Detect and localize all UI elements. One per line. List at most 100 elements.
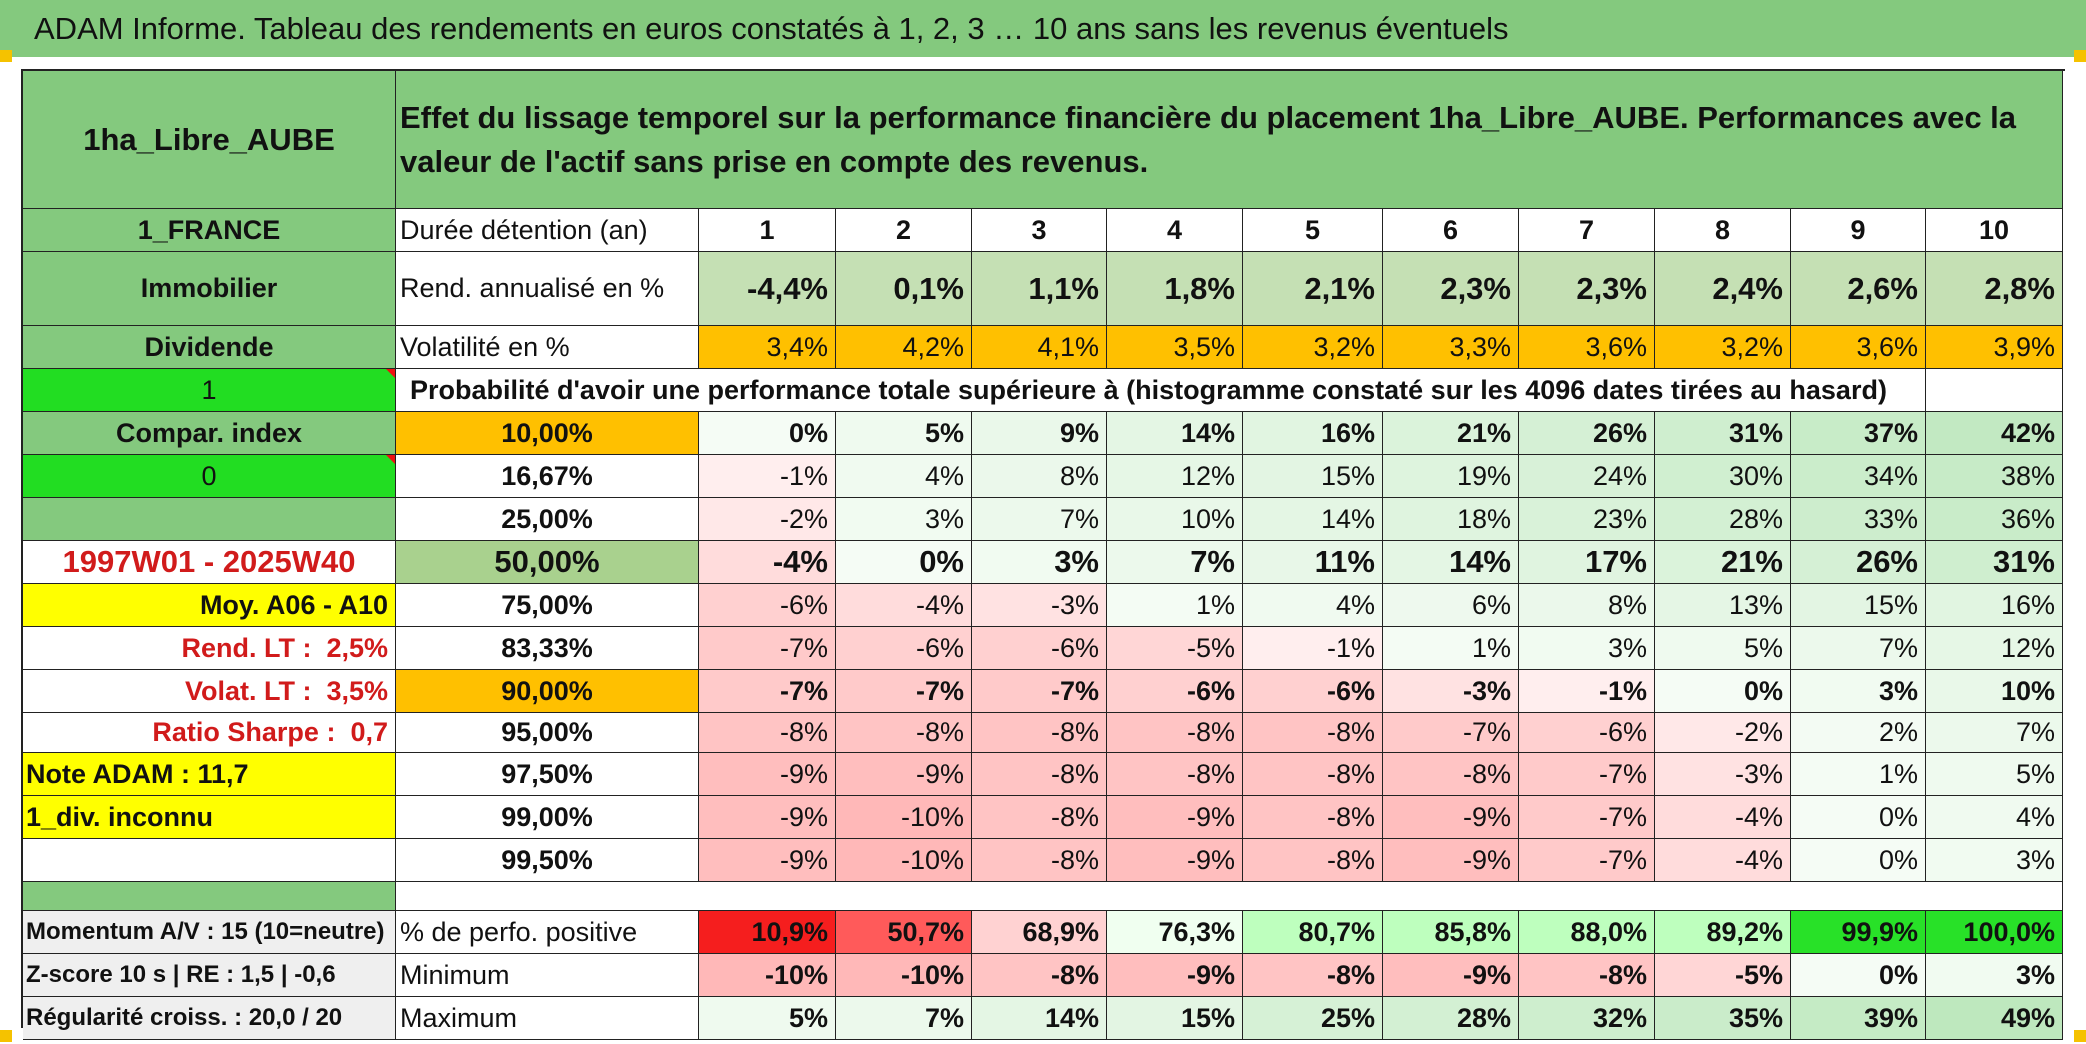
quantile-cell: 21% <box>1383 412 1519 455</box>
positive-cell: 10,9% <box>699 911 836 954</box>
quantile-label: 83,33% <box>396 627 699 670</box>
quantile-cell: -10% <box>836 796 972 839</box>
quantile-cell: 37% <box>1791 412 1926 455</box>
header-description: Effet du lissage temporel sur la perform… <box>396 71 2063 209</box>
minimum-cell: -5% <box>1655 954 1791 997</box>
minimum-cell: 0% <box>1791 954 1926 997</box>
quantile-cell: 42% <box>1926 412 2063 455</box>
quantile-cell: 31% <box>1926 541 2063 584</box>
quantile-cell: 13% <box>1655 584 1791 627</box>
quantile-cell: -1% <box>699 455 836 498</box>
volat-lt-value: 3,5% <box>326 675 388 706</box>
positive-cell: 68,9% <box>972 911 1107 954</box>
quantile-cell: 1% <box>1791 753 1926 796</box>
vol-cell: 4,1% <box>972 326 1107 369</box>
positive-cell: 85,8% <box>1383 911 1519 954</box>
rend-cell: 2,1% <box>1243 252 1383 326</box>
flag-zero: 0 <box>23 455 396 498</box>
quantile-cell: -10% <box>836 839 972 882</box>
vol-cell: 3,9% <box>1926 326 2063 369</box>
rend-lt-value: 2,5% <box>326 632 388 663</box>
minimum-cell: -9% <box>1383 954 1519 997</box>
positive-cell: 100,0% <box>1926 911 2063 954</box>
minimum-cell: -10% <box>699 954 836 997</box>
minimum-cell: 3% <box>1926 954 2063 997</box>
rend-label: Rend. annualisé en % <box>396 252 699 326</box>
quantile-cell: 1% <box>1383 627 1519 670</box>
rend-lt-label: Rend. LT : <box>181 632 312 663</box>
quantile-cell: 3% <box>1791 670 1926 713</box>
maximum-cell: 5% <box>699 997 836 1040</box>
quantile-cell: 3% <box>1519 627 1655 670</box>
quantile-label: 90,00% <box>396 670 699 713</box>
positive-cell: 88,0% <box>1519 911 1655 954</box>
rend-cell: 2,6% <box>1791 252 1926 326</box>
sharpe: Ratio Sharpe : 0,7 <box>23 713 396 753</box>
quantile-cell: -7% <box>1383 713 1519 753</box>
positive-label: % de perfo. positive <box>396 911 699 954</box>
quantile-cell: -9% <box>699 796 836 839</box>
vol-label: Volatilité en % <box>396 326 699 369</box>
vol-cell: 3,6% <box>1519 326 1655 369</box>
quantile-cell: -2% <box>1655 713 1791 753</box>
vol-cell: 3,6% <box>1791 326 1926 369</box>
rend-cell: 1,8% <box>1107 252 1243 326</box>
quantile-cell: -9% <box>836 753 972 796</box>
year-header: 5 <box>1243 209 1383 252</box>
quantile-cell: 4% <box>836 455 972 498</box>
quantile-label: 75,00% <box>396 584 699 627</box>
quantile-cell: 5% <box>1655 627 1791 670</box>
quantile-cell: -7% <box>699 670 836 713</box>
moy-label: Moy. A06 - A10 <box>23 584 396 627</box>
quantile-cell: 0% <box>699 412 836 455</box>
quantile-cell: -8% <box>1107 713 1243 753</box>
quantile-cell: 16% <box>1243 412 1383 455</box>
quantile-cell: -8% <box>1107 753 1243 796</box>
year-header: 9 <box>1791 209 1926 252</box>
quantile-cell: -7% <box>1519 839 1655 882</box>
quantile-cell: -8% <box>1243 713 1383 753</box>
quantile-cell: -4% <box>1655 839 1791 882</box>
quantile-cell: 3% <box>836 498 972 541</box>
quantile-cell: 15% <box>1243 455 1383 498</box>
note-adam: Note ADAM : 11,7 <box>23 753 396 796</box>
quantile-label: 99,00% <box>396 796 699 839</box>
maximum-cell: 15% <box>1107 997 1243 1040</box>
maximum-cell: 49% <box>1926 997 2063 1040</box>
quantile-cell: 28% <box>1655 498 1791 541</box>
quantile-cell: -6% <box>1243 670 1383 713</box>
quantile-cell: 5% <box>1926 753 2063 796</box>
quantile-cell: 8% <box>1519 584 1655 627</box>
quantile-label: 97,50% <box>396 753 699 796</box>
corner-marker <box>0 50 12 62</box>
quantile-cell: -4% <box>836 584 972 627</box>
vol-cell: 3,2% <box>1655 326 1791 369</box>
quantile-cell: 0% <box>836 541 972 584</box>
quantile-cell: -8% <box>972 713 1107 753</box>
year-header: 8 <box>1655 209 1791 252</box>
maximum-cell: 7% <box>836 997 972 1040</box>
quantile-label: 10,00% <box>396 412 699 455</box>
quantile-cell: 17% <box>1519 541 1655 584</box>
quantile-cell: -9% <box>1383 839 1519 882</box>
year-header: 4 <box>1107 209 1243 252</box>
sharpe-value: 0,7 <box>350 717 388 747</box>
quantile-cell: 9% <box>972 412 1107 455</box>
quantile-cell: 8% <box>972 455 1107 498</box>
rend-cell: 2,3% <box>1383 252 1519 326</box>
quantile-cell: 3% <box>972 541 1107 584</box>
maximum-cell: 25% <box>1243 997 1383 1040</box>
quantile-cell: 7% <box>1107 541 1243 584</box>
quantile-cell: 7% <box>972 498 1107 541</box>
quantile-cell: -6% <box>972 627 1107 670</box>
quantile-cell: 14% <box>1383 541 1519 584</box>
quantile-cell: 4% <box>1926 796 2063 839</box>
quantile-cell: -8% <box>972 839 1107 882</box>
vol-cell: 3,3% <box>1383 326 1519 369</box>
flag-one: 1 <box>23 369 396 412</box>
vol-cell: 3,4% <box>699 326 836 369</box>
maximum-label: Maximum <box>396 997 699 1040</box>
quantile-cell: -7% <box>972 670 1107 713</box>
quantile-cell: 33% <box>1791 498 1926 541</box>
